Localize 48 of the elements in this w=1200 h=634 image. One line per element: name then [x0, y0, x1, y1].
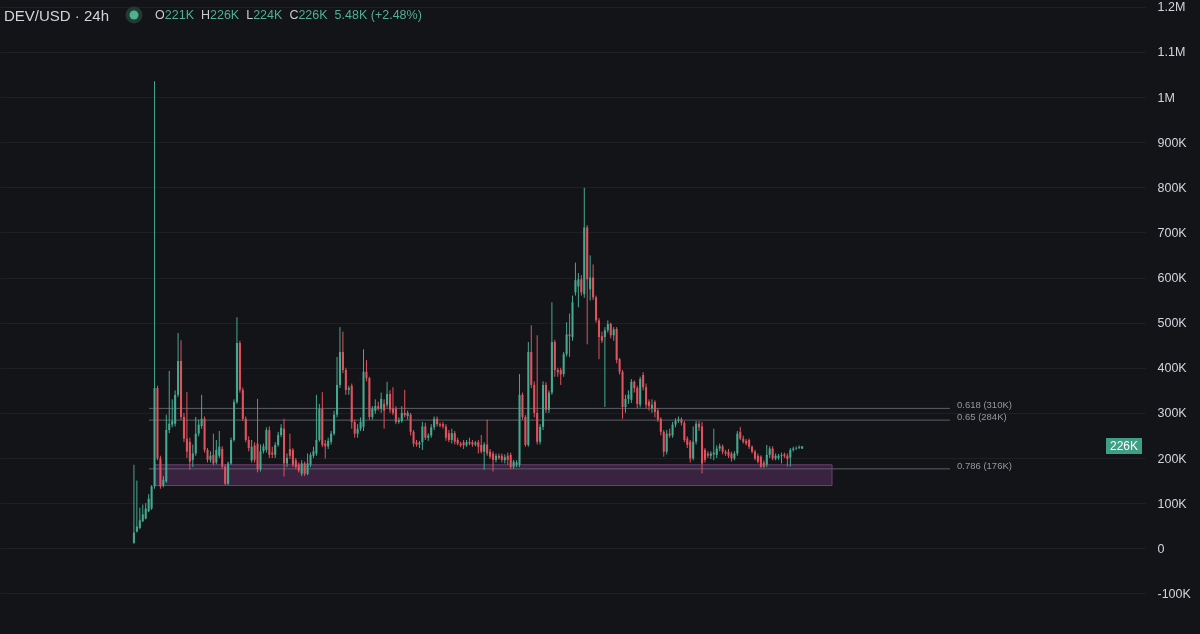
candlestick	[250, 439, 253, 464]
annotation: C226K	[289, 8, 328, 22]
candlestick	[492, 450, 495, 473]
y-tick-label: 900K	[1157, 135, 1188, 150]
y-tick-label: 100K	[1157, 496, 1188, 511]
annotation: L224K	[246, 8, 283, 22]
candlestick	[689, 439, 692, 464]
candlestick	[194, 416, 197, 457]
candlestick	[692, 425, 695, 461]
candlestick	[665, 429, 668, 455]
y-tick-label: 600K	[1157, 271, 1188, 286]
y-tick-label: 1.2M	[1157, 0, 1186, 15]
candlestick	[683, 420, 686, 443]
candlestick	[574, 262, 577, 297]
candlestick	[624, 394, 627, 414]
ref-line-label: 0.786 (176K)	[957, 459, 1012, 471]
y-tick-label: 800K	[1157, 180, 1188, 195]
y-tick-label: 700K	[1157, 225, 1188, 240]
y-tick-label: 0	[1157, 541, 1165, 556]
candlestick	[132, 464, 135, 545]
annotation: H226K	[200, 8, 240, 22]
candlestick	[285, 453, 289, 468]
candlestick	[480, 434, 483, 454]
y-tick-label: 500K	[1157, 316, 1188, 331]
ref-line-label: 0.65 (284K)	[957, 411, 1007, 423]
y-tick-label: 1M	[1157, 90, 1175, 105]
candlestick	[483, 441, 486, 471]
candlestick	[383, 398, 386, 430]
candlestick	[580, 274, 583, 297]
candlestick	[386, 381, 389, 408]
candlestick	[486, 419, 489, 457]
y-tick-label: 400K	[1157, 361, 1188, 376]
candlestick	[200, 394, 203, 430]
annotation: 5.48K (+2.48%)	[334, 8, 422, 22]
y-tick-label: 1.1M	[1157, 45, 1186, 60]
y-tick-label: 200K	[1157, 451, 1188, 466]
y-tick-label: 300K	[1157, 406, 1188, 421]
candlestick	[500, 453, 503, 464]
candlestick	[436, 416, 439, 427]
annotation: 226K	[1106, 438, 1143, 455]
candlestick	[380, 392, 383, 414]
y-tick-label: -100K	[1157, 586, 1192, 601]
chart-title: DEV/USD · 24h	[4, 6, 110, 24]
candlestick	[736, 430, 739, 457]
ref-line-label: 0.618 (310K)	[957, 399, 1012, 411]
candlestick	[265, 426, 268, 454]
annotation: O221K	[155, 8, 194, 22]
candlestick	[215, 439, 218, 465]
